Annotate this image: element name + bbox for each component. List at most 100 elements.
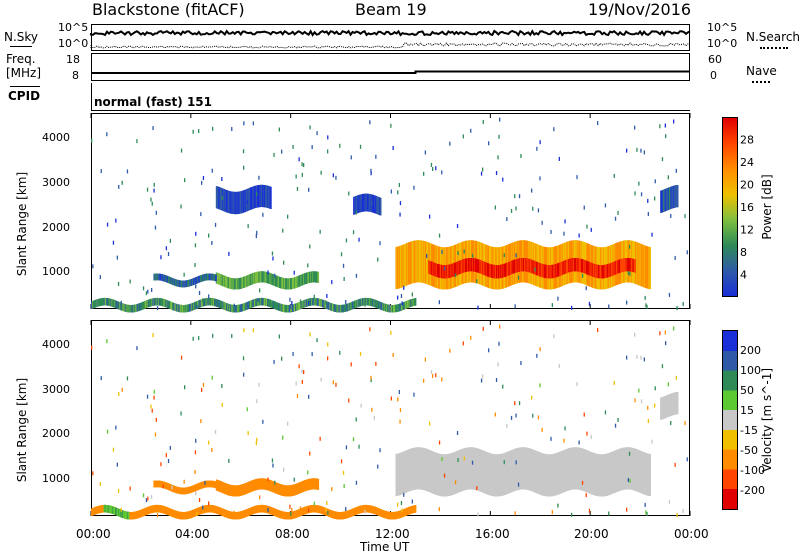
power-scatter: [398, 183, 400, 187]
power-scatter: [667, 175, 669, 180]
velocity-scatter: [221, 384, 223, 388]
power-scatter: [106, 132, 108, 137]
power-scatter: [180, 148, 183, 153]
power-scatter: [204, 273, 206, 278]
velocity-scatter: [588, 508, 591, 513]
velocity-scatter: [313, 501, 315, 506]
velocity-scatter: [196, 511, 198, 516]
velocity-scatter: [617, 417, 619, 422]
power-scatter: [242, 149, 245, 154]
velocity-scatter: [267, 477, 269, 482]
velocity-scatter: [674, 462, 676, 467]
velocity-scatter: [171, 485, 173, 490]
power-scatter: [370, 171, 372, 176]
power-scatter: [576, 175, 578, 180]
nave-label: Nave: [746, 64, 777, 78]
velocity-scatter: [153, 395, 155, 400]
velocity-echo: [127, 511, 130, 520]
power-scatter: [154, 225, 157, 230]
velocity-scatter: [309, 451, 311, 456]
power-scatter: [345, 238, 348, 243]
power-scatter: [497, 155, 499, 160]
velocity-scatter: [550, 436, 552, 441]
power-scatter: [550, 229, 552, 234]
power-colorbar-tick: 24: [740, 156, 754, 169]
velocity-scatter: [514, 511, 516, 516]
power-scatter: [118, 184, 120, 189]
date-title: 19/Nov/2016: [588, 0, 692, 19]
velocity-scatter: [200, 419, 202, 424]
power-scatter: [326, 294, 328, 298]
power-scatter: [195, 231, 197, 236]
power-scatter: [674, 255, 676, 260]
power-scatter: [397, 295, 399, 300]
power-scatter: [482, 167, 484, 172]
velocity-scatter: [345, 445, 348, 450]
velocity-scatter: [413, 392, 415, 397]
velocity-colorbar-tick: 200: [740, 344, 761, 357]
velocity-colorbar-tick: 15: [740, 404, 754, 417]
velocity-scatter: [221, 402, 223, 407]
velocity-scatter: [293, 477, 295, 482]
velocity-scatter: [117, 488, 120, 493]
n-sky-underline: [10, 46, 32, 47]
velocity-scatter: [480, 378, 483, 383]
velocity-scatter: [214, 429, 217, 434]
velocity-scatter: [583, 412, 585, 417]
power-scatter: [647, 198, 649, 203]
velocity-scatter: [153, 389, 155, 394]
power-colorbar: [722, 117, 738, 297]
power-scatter: [301, 172, 303, 177]
velocity-scatter: [377, 464, 379, 469]
power-scatter: [325, 300, 327, 305]
velocity-scatter: [202, 383, 205, 387]
velocity-scatter: [151, 408, 153, 413]
power-scatter: [665, 134, 667, 139]
power-scatter: [151, 288, 153, 292]
power-scatter: [257, 298, 259, 303]
velocity-scatter: [423, 378, 425, 383]
freq-trace: [91, 70, 690, 74]
power-scatter: [454, 273, 457, 278]
velocity-colorbar-tick: -100: [740, 464, 765, 477]
velocity-scatter: [647, 405, 649, 410]
power-scatter: [578, 233, 580, 238]
velocity-colorbar-tick: -200: [740, 484, 765, 497]
power-scatter: [682, 302, 684, 306]
velocity-scatter: [435, 373, 437, 378]
velocity-scatter: [142, 493, 145, 498]
velocity-scatter: [255, 441, 257, 446]
cpid-label: CPID: [8, 89, 41, 103]
velocity-scatter: [654, 386, 656, 391]
velocity-scatter: [106, 429, 109, 434]
velocity-scatter: [339, 350, 341, 355]
power-scatter: [403, 285, 405, 290]
power-scatter: [153, 188, 155, 193]
velocity-scatter: [585, 493, 587, 498]
power-scatter: [588, 301, 591, 306]
power-scatter: [499, 117, 501, 122]
power-scatter: [537, 208, 540, 213]
power-scatter: [258, 175, 260, 180]
velocity-scatter: [327, 356, 329, 361]
velocity-scatter: [194, 470, 196, 474]
power-scatter: [664, 123, 666, 128]
velocity-scatter: [379, 448, 381, 453]
power-scatter: [211, 241, 213, 245]
velocity-scatter: [211, 375, 213, 380]
power-scatter: [557, 296, 559, 301]
velocity-scatter: [397, 502, 399, 507]
power-scatter: [180, 204, 182, 209]
power-scatter: [375, 154, 377, 159]
power-scatter: [339, 143, 341, 148]
power-scatter: [426, 254, 428, 258]
power-scatter: [536, 146, 538, 151]
velocity-scatter: [482, 326, 484, 331]
power-scatter: [581, 273, 584, 278]
power-echo: [317, 271, 320, 283]
velocity-scatter: [640, 355, 642, 360]
velocity-scatter: [308, 394, 310, 399]
velocity-scatter: [194, 450, 197, 455]
power-scatter: [482, 119, 484, 124]
velocity-scatter: [283, 467, 285, 472]
